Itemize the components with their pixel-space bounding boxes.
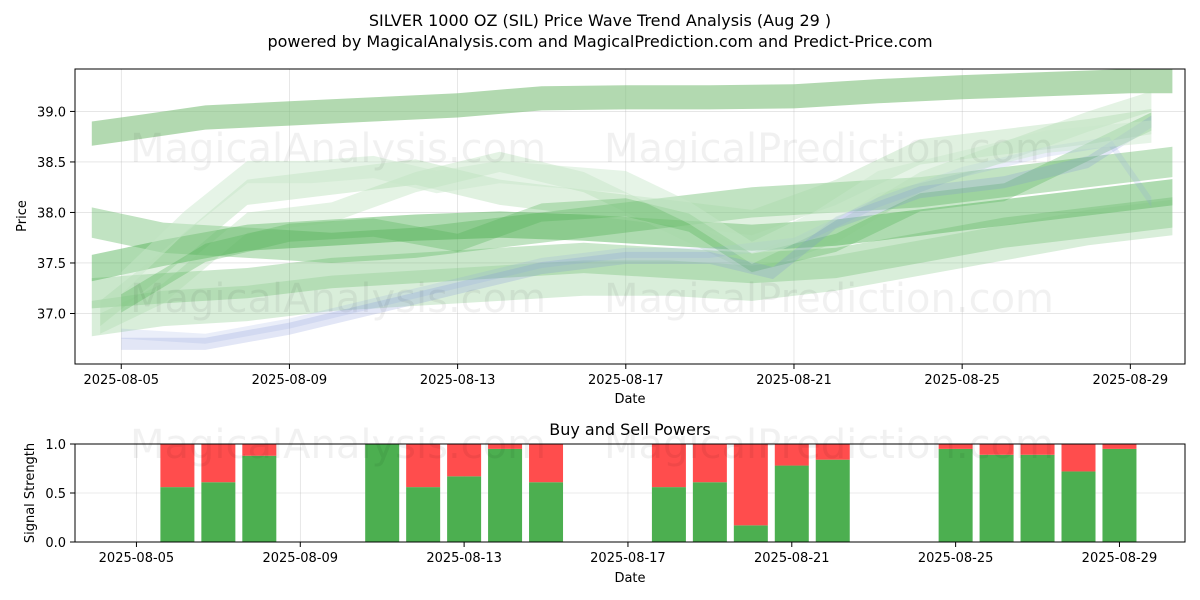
wave-wave-band-6: [100, 91, 1152, 334]
sell-bar: [529, 444, 564, 483]
price-x-tick-label: 2025-08-05: [83, 373, 159, 388]
price-plot-frame: [74, 68, 1186, 365]
buy-bar: [529, 482, 564, 542]
price-y-tick-label: 38.0: [37, 206, 66, 221]
signal-x-tick-label: 2025-08-25: [918, 551, 994, 566]
sell-bar: [938, 444, 973, 449]
watermark-text: MagicalAnalysis.com: [130, 126, 546, 172]
buy-bar: [201, 482, 236, 542]
sell-bar: [201, 444, 236, 483]
price-y-tick-label: 38.5: [37, 156, 66, 171]
wave-wave-band-4: [91, 199, 1173, 337]
signal-y-ticks: 0.0 0.5 1.0: [45, 438, 75, 551]
price-x-axis-label: Date: [614, 392, 645, 407]
wave-wave-upper: [91, 69, 1173, 146]
sell-bar: [488, 444, 523, 449]
buy-bar: [692, 482, 727, 542]
buy-bar: [160, 487, 195, 542]
buy-bar: [1102, 448, 1137, 542]
wave-wave-band-5: [100, 108, 1152, 327]
sell-bar: [815, 444, 850, 460]
buy-bar: [733, 525, 768, 542]
watermark-text: MagicalPrediction.com: [604, 126, 1054, 172]
buy-bar: [488, 448, 523, 542]
signal-y-tick-label: 0.5: [45, 487, 66, 502]
buy-bar: [979, 454, 1014, 542]
signal-bars: [160, 444, 1137, 542]
wave-wave-band-8: [121, 120, 1152, 295]
price-plot: MagicalAnalysis.com MagicalPrediction.com…: [15, 68, 1186, 407]
buy-bar: [242, 455, 277, 542]
wave-wave-band-2: [91, 146, 1173, 263]
wave-wave-band-3: [91, 197, 1173, 309]
signal-watermarks: MagicalAnalysis.com MagicalPrediction.com: [130, 422, 1054, 468]
watermark-text: MagicalPrediction.com: [604, 422, 1054, 468]
price-grid: [75, 69, 1185, 364]
sell-bar: [774, 444, 809, 466]
signal-y-axis-label: Signal Strength: [23, 443, 38, 543]
sell-bar: [692, 444, 727, 483]
price-x-tick-label: 2025-08-17: [588, 373, 664, 388]
watermark-text: MagicalAnalysis.com: [130, 422, 546, 468]
signal-plot: Buy and Sell Powers MagicalAnalysis.com M…: [23, 420, 1186, 586]
price-y-axis-label: Price: [15, 200, 30, 232]
signal-x-ticks: 2025-08-05 2025-08-09 2025-08-13 2025-08-17…: [99, 542, 1158, 566]
price-x-tick-label: 2025-08-21: [756, 373, 832, 388]
sell-bar: [242, 444, 277, 456]
price-waves: [91, 69, 1173, 350]
sell-bar: [160, 444, 195, 488]
watermark-text: MagicalPrediction.com: [604, 276, 1054, 322]
sell-bar: [1020, 444, 1055, 455]
sell-bar: [1061, 444, 1096, 472]
signal-x-axis-label: Date: [614, 571, 645, 586]
buy-bar: [1061, 471, 1096, 542]
signal-y-tick-label: 1.0: [45, 438, 66, 453]
chart-subtitle: powered by MagicalAnalysis.com and Magic…: [267, 32, 932, 51]
price-y-tick-label: 37.5: [37, 257, 66, 272]
buy-bar: [406, 487, 441, 542]
signal-y-tick-label: 0.0: [45, 536, 66, 551]
price-watermarks: MagicalAnalysis.com MagicalPrediction.com…: [130, 126, 1054, 322]
signal-title: Buy and Sell Powers: [549, 420, 711, 439]
buy-bar: [938, 448, 973, 542]
buy-bar: [815, 459, 850, 542]
signal-x-tick-label: 2025-08-29: [1082, 551, 1158, 566]
sell-bar: [406, 444, 441, 488]
price-x-tick-label: 2025-08-25: [924, 373, 1000, 388]
price-x-tick-label: 2025-08-09: [252, 373, 328, 388]
buy-bar: [447, 476, 482, 542]
sell-bar: [979, 444, 1014, 455]
sell-bar: [651, 444, 686, 488]
price-x-tick-label: 2025-08-13: [420, 373, 496, 388]
wave-wave-band-1: [91, 179, 1173, 282]
signal-x-tick-label: 2025-08-05: [99, 551, 175, 566]
sell-bar: [1102, 444, 1137, 449]
price-x-tick-label: 2025-08-29: [1093, 373, 1169, 388]
price-y-ticks: 37.0 37.5 38.0 38.5 39.0: [37, 105, 75, 322]
sell-bar: [447, 444, 482, 477]
buy-bar: [774, 465, 809, 542]
price-y-tick-label: 39.0: [37, 105, 66, 120]
signal-x-tick-label: 2025-08-21: [754, 551, 830, 566]
buy-bar: [651, 487, 686, 542]
watermark-text: MagicalAnalysis.com: [130, 276, 546, 322]
signal-x-tick-label: 2025-08-09: [262, 551, 338, 566]
sell-bar: [733, 444, 768, 526]
signal-x-tick-label: 2025-08-13: [426, 551, 502, 566]
price-y-tick-label: 37.0: [37, 307, 66, 322]
price-x-ticks: 2025-08-05 2025-08-09 2025-08-13 2025-08-17…: [83, 364, 1168, 388]
buy-bar: [365, 444, 400, 542]
buy-bar: [1020, 454, 1055, 542]
wave-wave-band-7: [121, 112, 1152, 313]
chart-title: SILVER 1000 OZ (SIL) Price Wave Trend An…: [369, 11, 831, 30]
signal-x-tick-label: 2025-08-17: [590, 551, 666, 566]
